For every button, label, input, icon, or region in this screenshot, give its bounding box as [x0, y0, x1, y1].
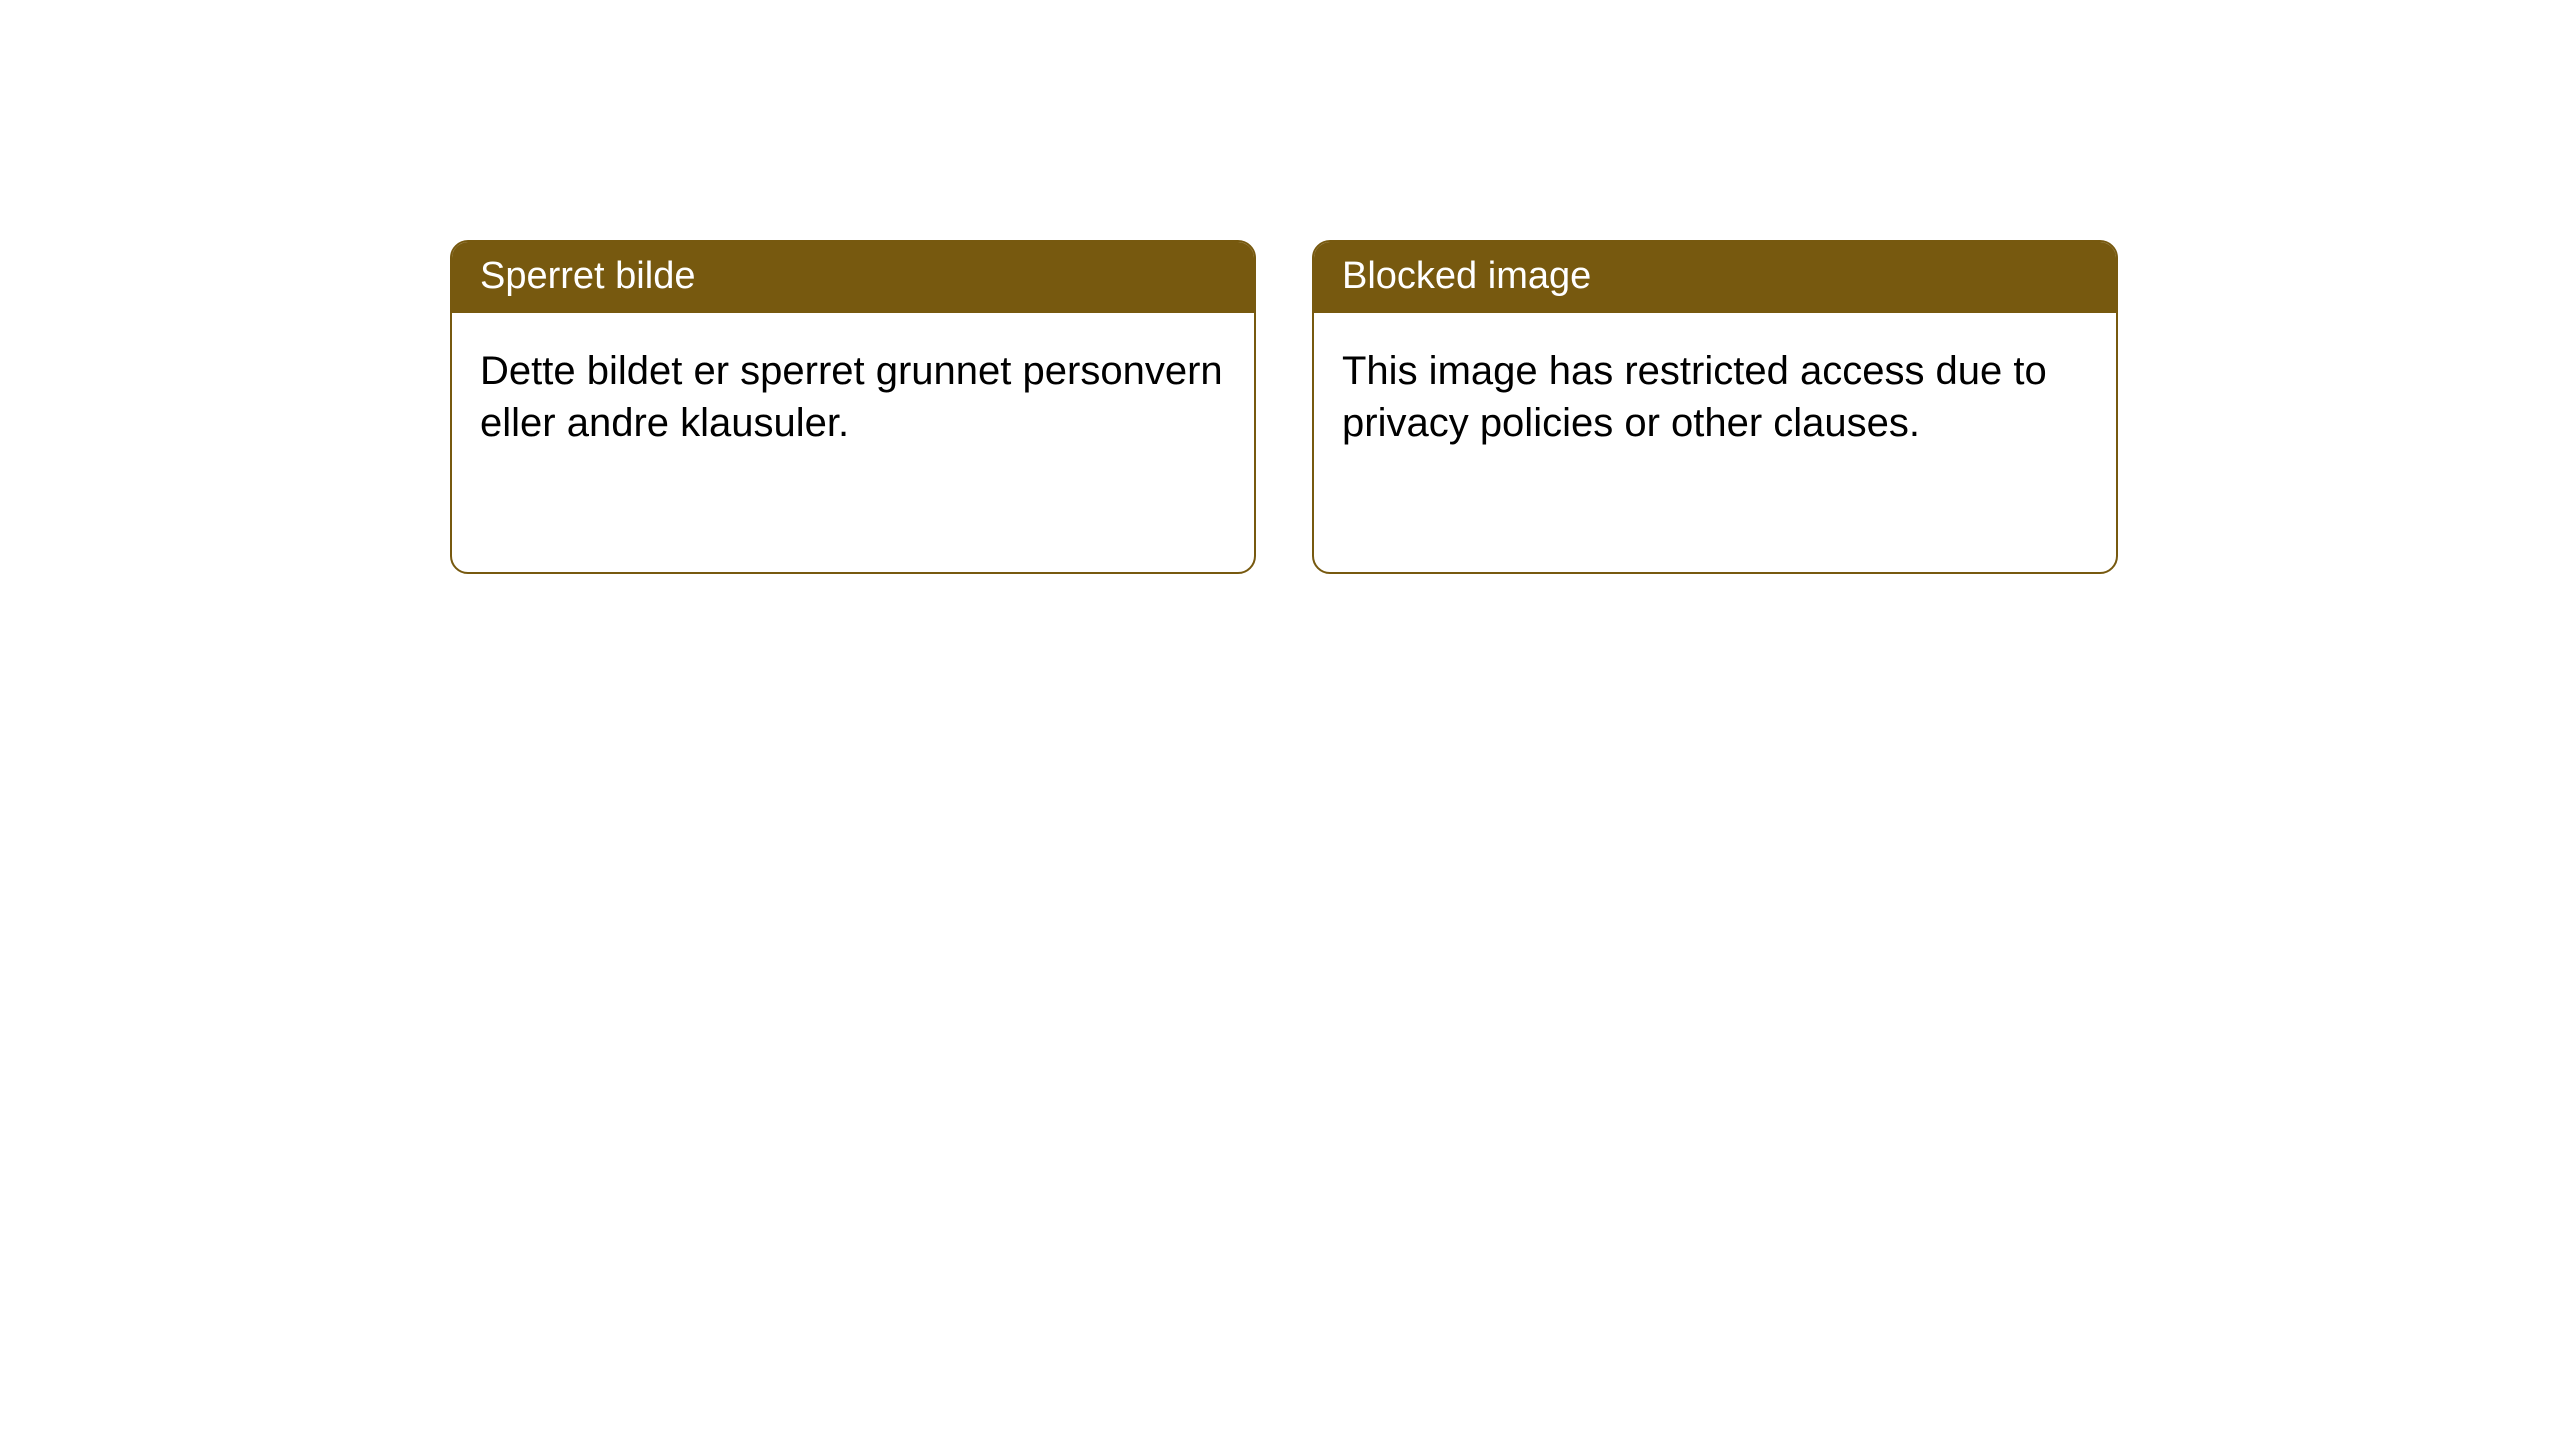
notice-title: Sperret bilde	[480, 255, 695, 297]
notice-header: Sperret bilde	[452, 242, 1254, 313]
notice-body: This image has restricted access due to …	[1314, 313, 2116, 481]
notice-message: Dette bildet er sperret grunnet personve…	[480, 349, 1223, 445]
notice-header: Blocked image	[1314, 242, 2116, 313]
notice-message: This image has restricted access due to …	[1342, 349, 2047, 445]
notice-body: Dette bildet er sperret grunnet personve…	[452, 313, 1254, 481]
notice-title: Blocked image	[1342, 255, 1591, 297]
notice-card-english: Blocked image This image has restricted …	[1312, 240, 2118, 574]
notice-card-norwegian: Sperret bilde Dette bildet er sperret gr…	[450, 240, 1256, 574]
notice-container: Sperret bilde Dette bildet er sperret gr…	[0, 0, 2560, 574]
